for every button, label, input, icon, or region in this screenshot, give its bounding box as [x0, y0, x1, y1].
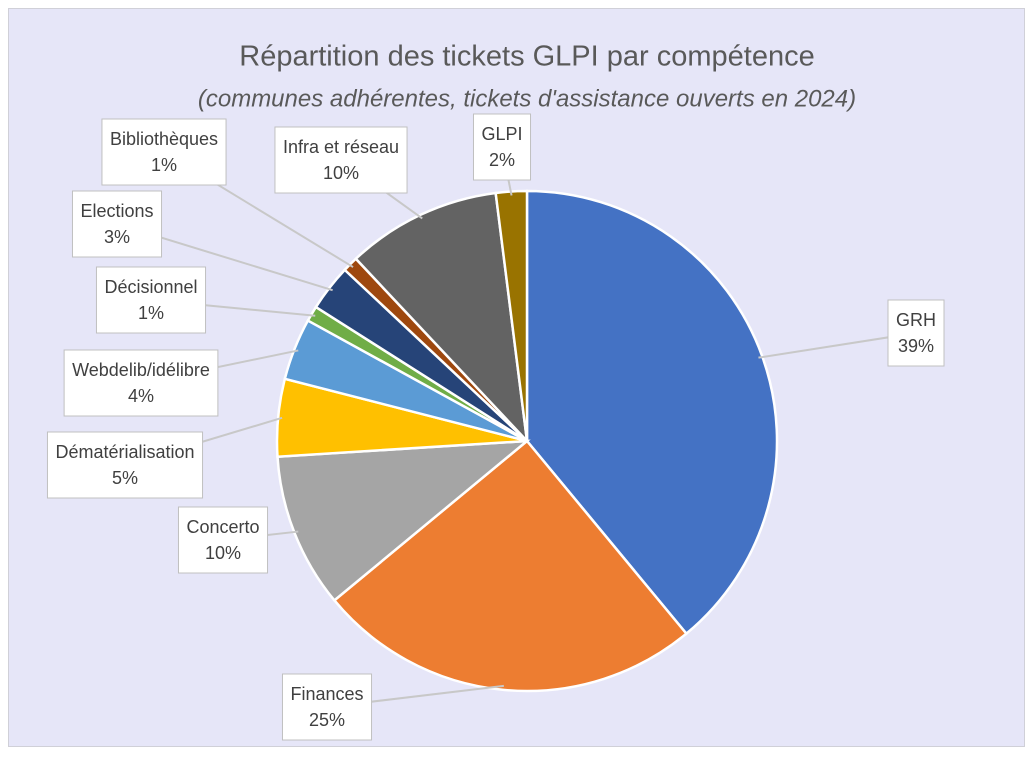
label-value: 4% — [128, 386, 154, 406]
label-name: Dématérialisation — [55, 442, 194, 462]
label-value: 1% — [151, 155, 177, 175]
label-value: 10% — [205, 543, 241, 563]
label-name: Infra et réseau — [283, 137, 399, 157]
data-labels: GRH 39% Finances 25% Concerto 10% Dématérialis… — [46, 113, 945, 741]
label-name: Webdelib/idélibre — [72, 360, 210, 380]
label-box — [472, 113, 532, 181]
label-value: 1% — [138, 303, 164, 323]
pie-slice — [276, 439, 531, 603]
label-name: Concerto — [186, 517, 259, 537]
label-box — [63, 349, 219, 417]
label-name: Elections — [80, 201, 153, 221]
label-box — [274, 126, 408, 194]
pie — [275, 189, 779, 693]
label-box — [101, 118, 227, 186]
pie-slice — [332, 439, 689, 693]
label-box — [46, 431, 204, 499]
label-value: 10% — [323, 163, 359, 183]
label-value: 5% — [112, 468, 138, 488]
chart-subtitle: (communes adhérentes, tickets d'assistan… — [198, 85, 856, 112]
label-name: Finances — [290, 684, 363, 704]
label-name: GRH — [896, 310, 936, 330]
pie-slice — [354, 191, 529, 445]
label-box — [887, 299, 945, 367]
label-value: 3% — [104, 227, 130, 247]
label-value: 39% — [898, 336, 934, 356]
label-name: GLPI — [481, 124, 522, 144]
label-box — [281, 673, 373, 741]
chart-title: Répartition des tickets GLPI par compéte… — [239, 41, 814, 73]
label-name: Décisionnel — [104, 277, 197, 297]
label-name: Bibliothèques — [110, 129, 218, 149]
label-value: 25% — [309, 710, 345, 730]
label-box — [71, 190, 163, 258]
label-box — [177, 506, 269, 574]
label-box — [95, 266, 207, 334]
label-value: 2% — [489, 150, 515, 170]
